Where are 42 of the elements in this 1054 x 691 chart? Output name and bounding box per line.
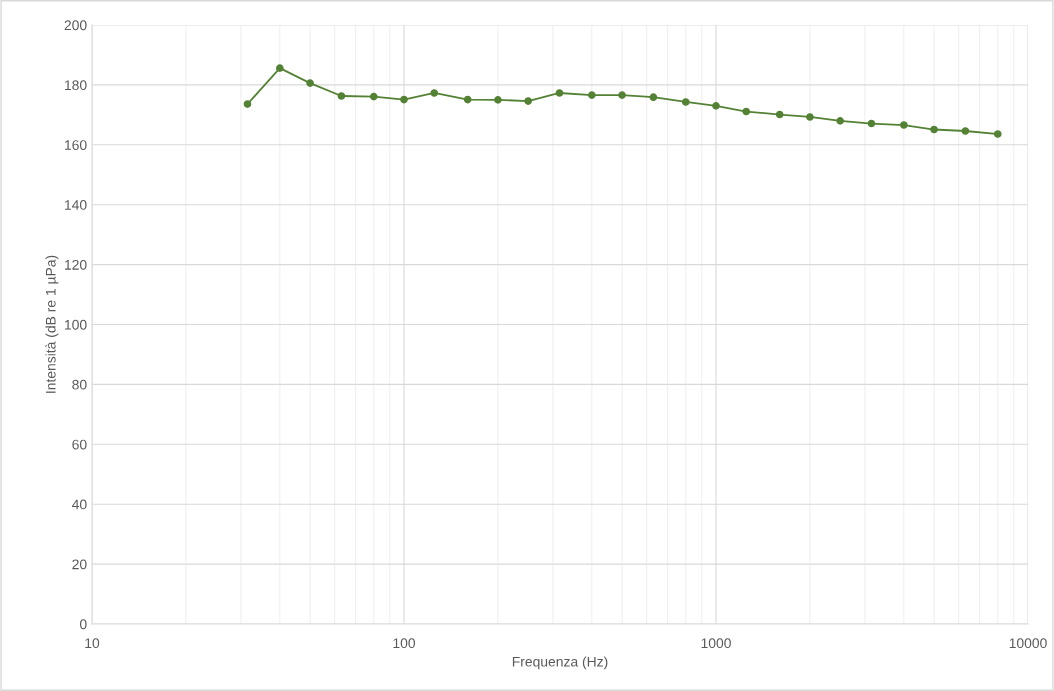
point [524, 97, 532, 105]
y-tick-label: 160 [65, 140, 87, 150]
y-tick-label: 60 [72, 439, 87, 450]
y-tick-label: 100 [65, 319, 87, 330]
point [337, 92, 346, 100]
x-tick-label: 10 [85, 638, 100, 649]
point [867, 119, 876, 128]
point [930, 125, 938, 134]
point [618, 91, 626, 99]
x-tick-label: 10000 [1009, 638, 1047, 649]
y-tick-label: 120 [65, 259, 87, 270]
point [775, 110, 784, 119]
y-tick-label: 200 [64, 20, 87, 31]
x-tick-label: 100 [393, 638, 416, 649]
point [276, 64, 284, 72]
y-tick-label: 20 [72, 559, 87, 570]
point [712, 102, 720, 110]
point [243, 100, 252, 108]
point [588, 91, 596, 99]
point [555, 89, 564, 97]
point [742, 107, 751, 116]
point [463, 95, 472, 104]
x-axis-title: Frequenza (Hz) [512, 656, 608, 670]
point [900, 121, 908, 129]
y-tick-label: 0 [79, 619, 87, 630]
y-tick-label: 180 [65, 80, 87, 91]
point [649, 93, 658, 101]
point [993, 130, 1002, 138]
point [494, 96, 502, 104]
point [806, 113, 814, 121]
y-tick-label: 80 [72, 379, 87, 390]
point [961, 127, 970, 135]
point [400, 95, 408, 104]
y-axis-title: Intensità (dB re 1 µPa) [45, 255, 59, 393]
y-tick-label: 40 [72, 499, 87, 510]
point [430, 89, 439, 97]
x-tick-label: 1000 [701, 638, 731, 649]
point [836, 117, 844, 125]
point [306, 79, 314, 87]
point [369, 92, 378, 101]
y-tick-label: 140 [65, 200, 87, 210]
point [681, 98, 690, 106]
